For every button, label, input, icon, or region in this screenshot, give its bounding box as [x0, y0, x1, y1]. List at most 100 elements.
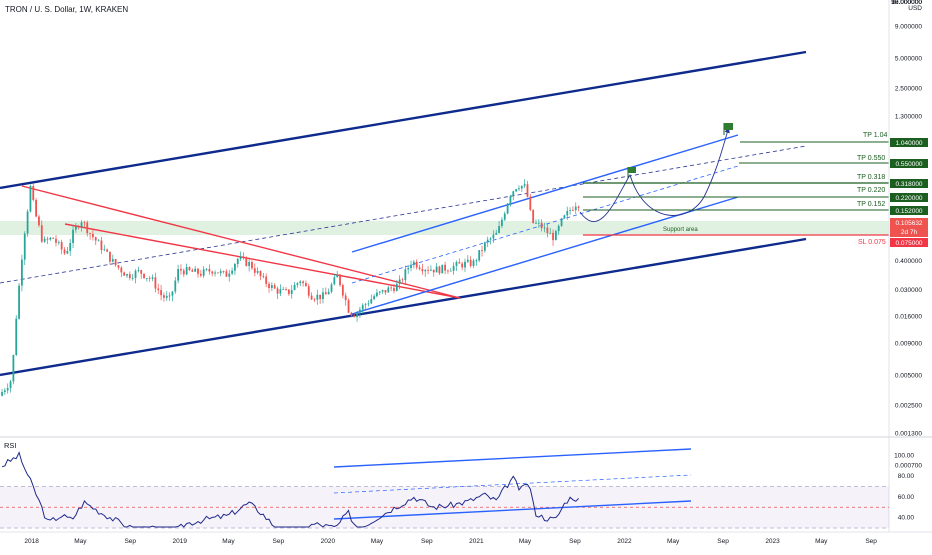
candle-body — [347, 300, 350, 313]
candle-body — [80, 222, 83, 228]
candle-body — [137, 270, 140, 271]
candle-body — [401, 279, 404, 281]
candle-body — [177, 269, 180, 281]
candle-body — [356, 312, 358, 317]
candle-body — [251, 261, 253, 269]
candle-body — [412, 261, 415, 265]
candle-body — [66, 250, 69, 254]
candle-body — [296, 283, 299, 285]
candle-body — [194, 268, 197, 272]
candle-body — [307, 286, 310, 296]
candle-body — [74, 226, 77, 230]
candle-body — [546, 227, 549, 234]
candle-body — [185, 267, 188, 275]
resistance-line-lower — [64, 223, 461, 299]
price-tick-label: 1.300000 — [895, 114, 922, 121]
candle-body — [123, 272, 126, 276]
candle-body — [483, 242, 486, 251]
candle-body — [376, 292, 378, 297]
candle-body — [103, 249, 106, 251]
candle-body — [157, 288, 160, 291]
candle-body — [302, 281, 304, 284]
candle-body — [327, 291, 330, 295]
candle-body — [532, 209, 535, 223]
time-tick-label: May — [815, 538, 828, 545]
candle-body — [398, 279, 401, 284]
candle-body — [140, 270, 143, 274]
candle-body — [222, 271, 225, 272]
candle-body — [404, 269, 407, 281]
candle-body — [324, 292, 327, 295]
candle-body — [6, 388, 9, 391]
candle-body — [520, 185, 523, 189]
time-tick-label: Sep — [717, 538, 729, 545]
candle-body — [180, 269, 182, 271]
candle-body — [384, 289, 387, 293]
candle-body — [38, 216, 40, 226]
candle-body — [458, 262, 461, 264]
price-tick-label: 0.016000 — [895, 313, 922, 320]
candle-body — [145, 277, 148, 279]
price-tick-label: 0.005000 — [895, 372, 922, 379]
candle-body — [97, 240, 100, 242]
time-tick-label: Sep — [569, 538, 581, 545]
candle-body — [509, 196, 512, 204]
candle-body — [182, 270, 185, 275]
support-area-band — [0, 221, 889, 235]
candle-body — [205, 269, 208, 270]
candle-body — [466, 259, 469, 262]
candle-body — [552, 232, 554, 241]
candle-body — [359, 309, 361, 313]
candle-body — [287, 289, 290, 294]
candle-body — [444, 264, 447, 271]
candle-body — [216, 272, 219, 274]
candle-body — [231, 270, 233, 274]
candle-body — [18, 285, 20, 319]
candle-body — [279, 289, 282, 294]
trend-channel-upper — [351, 134, 739, 253]
price-tick-label: 0.000350 — [895, 0, 922, 2]
candle-body — [282, 289, 285, 290]
channel-upper-line — [0, 50, 807, 190]
rsi-tick-label: 40.00 — [898, 515, 915, 522]
candle-body — [293, 284, 296, 291]
time-tick-label: May — [371, 538, 384, 545]
tp1-label: TP 1.04 — [863, 132, 887, 139]
candle-body — [481, 250, 483, 251]
candle-body — [577, 206, 580, 208]
candle-body — [154, 277, 157, 289]
candle-body — [526, 184, 529, 197]
time-tick-label: 2023 — [765, 538, 780, 545]
candle-body — [23, 233, 26, 260]
time-tick-label: Sep — [124, 538, 136, 545]
projection-path — [579, 127, 730, 222]
candle-body — [208, 269, 211, 272]
candle-body — [557, 225, 560, 232]
candle-body — [475, 260, 478, 262]
candle-body — [253, 268, 256, 273]
candle-body — [438, 266, 441, 274]
candle-body — [199, 273, 202, 276]
tp2-badge: 0.550000 — [890, 159, 928, 168]
candle-body — [83, 222, 86, 224]
svg-text:0.550000: 0.550000 — [895, 161, 922, 168]
candle-body — [151, 277, 154, 279]
candle-body — [549, 232, 552, 234]
svg-text:0.105632: 0.105632 — [895, 220, 922, 227]
candle-body — [430, 269, 432, 271]
channel-midline-dashed — [0, 145, 807, 284]
price-tick-label: 0.009000 — [895, 340, 922, 347]
rsi-axis-ticks: 100.00 80.00 60.00 40.00 — [894, 452, 914, 521]
candle-body — [32, 185, 35, 200]
candle-body — [415, 261, 418, 268]
candle-body — [57, 242, 60, 243]
price-tick-label: 16.000000 — [891, 0, 922, 6]
candle-body — [427, 270, 429, 271]
candle-body — [333, 277, 336, 285]
candle-body — [60, 242, 63, 250]
candle-body — [344, 295, 347, 301]
candle-body — [478, 250, 481, 261]
rsi-tick-label: 80.00 — [898, 473, 915, 480]
candle-body — [106, 249, 109, 252]
sl-badge: 0.075000 — [890, 238, 928, 247]
